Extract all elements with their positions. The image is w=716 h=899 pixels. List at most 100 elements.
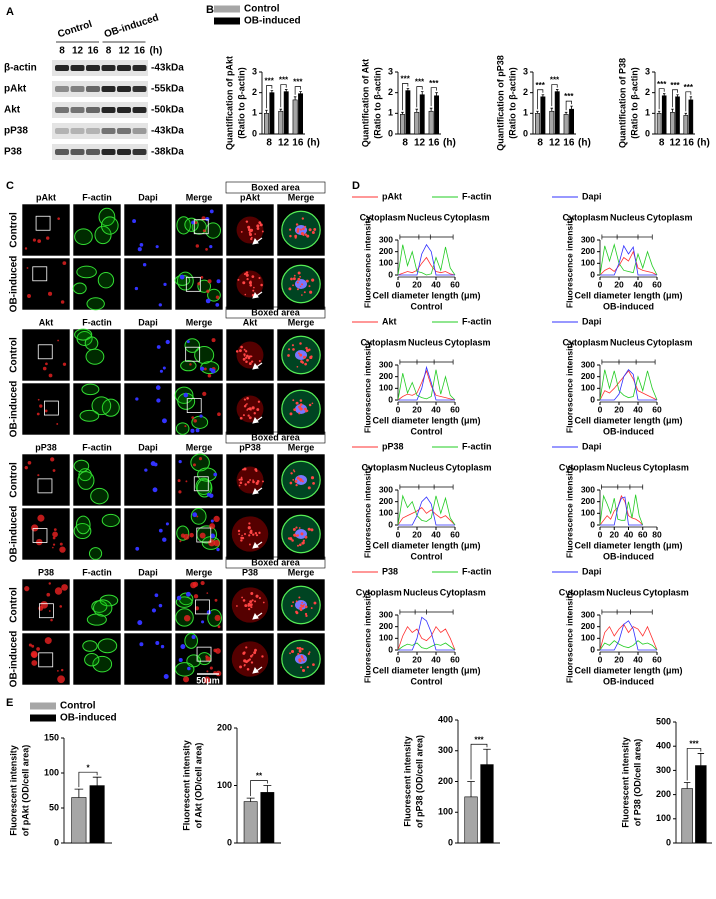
micrograph: [72, 382, 122, 436]
nucleus-stain: [201, 620, 205, 624]
zoom-signal: [297, 352, 300, 355]
error-bar: [697, 753, 705, 766]
lane-unit: (h): [150, 46, 163, 57]
blot-band: [117, 107, 131, 113]
panel-label: C: [6, 180, 14, 192]
zoom-signal: [251, 653, 254, 656]
chart-subtitle: OB-induced: [603, 551, 654, 561]
blot-row-label: Akt: [4, 105, 21, 116]
legend-label: Control: [244, 4, 280, 15]
zoom-box: [193, 476, 209, 492]
bar: [434, 95, 440, 135]
y-tick-label: 3: [645, 66, 650, 76]
zoom-signal: [298, 646, 302, 651]
protein-signal: [31, 651, 38, 659]
y-axis-label: Fluorescence intensity: [564, 466, 574, 558]
legend-label: F-actin: [462, 191, 492, 201]
zoom-signal: [301, 601, 304, 604]
y-axis-label: Quantification of pAkt: [224, 56, 234, 150]
protein-signal: [206, 592, 209, 594]
zoom-signal: [251, 406, 255, 410]
y-tick-label: 100: [379, 633, 393, 643]
zoom-nucleus: [295, 279, 307, 289]
x-tick-label: 12: [278, 138, 290, 149]
y-tick-label: 0: [590, 644, 595, 654]
protein-signal: [57, 675, 65, 684]
y-tick-label: 300: [656, 765, 671, 775]
zoom-signal: [238, 478, 241, 481]
protein-signal: [205, 656, 211, 662]
column-header: P38: [242, 567, 258, 577]
nucleus-stain: [162, 366, 166, 370]
column-header: F-actin: [82, 567, 112, 577]
zoom-signal: [288, 348, 291, 351]
y-tick-label: 200: [656, 789, 671, 799]
zoom-signal: [300, 666, 303, 669]
protein-signal: [200, 275, 204, 279]
zoom-signal: [289, 481, 293, 485]
zoom-signal: [293, 470, 296, 473]
nucleus-stain: [183, 392, 189, 398]
bar: [89, 785, 105, 844]
nucleus-stain: [144, 468, 148, 472]
zoom-box: [32, 528, 48, 543]
nucleus-stain: [154, 593, 159, 598]
legend-label: F-actin: [462, 566, 492, 576]
zoom-signal: [308, 348, 311, 351]
nucleus-stain: [137, 620, 143, 626]
zoom-signal: [243, 348, 246, 351]
x-tick-label: 20: [412, 654, 422, 664]
x-axis-label: Cell diameter length (μm): [574, 540, 682, 550]
protein-signal: [184, 425, 187, 428]
zoom-signal: [235, 350, 239, 353]
y-tick-label: 400: [438, 714, 453, 724]
y-tick-label: 2: [523, 87, 528, 97]
zoom-signal: [298, 527, 301, 529]
nucleus-stain: [213, 472, 218, 477]
x-tick-label: 0: [598, 279, 603, 289]
region-label: Cytoplasm: [563, 212, 609, 222]
region-label: Cytoplasm: [361, 462, 407, 472]
x-axis-unit: (h): [443, 138, 456, 149]
protein-signal: [177, 479, 181, 483]
column-header: Dapi: [138, 192, 158, 202]
boxed-header-frame: [225, 556, 326, 569]
boxed-header-frame: [225, 431, 326, 444]
zoom-signal: [248, 608, 251, 611]
legend-label: Dapi: [582, 316, 602, 326]
protein-signal: [207, 279, 212, 284]
zoom-signal: [295, 483, 298, 487]
zoom-signal: [255, 469, 258, 472]
x-tick-label: 0: [396, 404, 401, 414]
y-axis-label: of P38 (OD/cell area): [632, 739, 642, 827]
nucleus-stain: [199, 366, 205, 371]
region-label: Cytoplasm: [563, 337, 609, 347]
x-tick-label: 8: [402, 138, 408, 149]
actin-cell: [97, 272, 115, 289]
actin-cell: [190, 453, 210, 472]
x-tick-label: 8: [266, 138, 272, 149]
zoom-signal: [254, 600, 257, 603]
protein-signal: [48, 373, 53, 378]
significance-bracket: [565, 100, 572, 111]
zoom-signal: [256, 224, 260, 228]
zoom-signal: [242, 599, 246, 602]
row-label: Control: [9, 462, 20, 498]
y-tick-label: 0: [388, 269, 393, 279]
protein-signal: [36, 647, 40, 651]
zoom-signal: [308, 651, 311, 654]
zoom-signal: [289, 652, 291, 655]
y-tick-label: 0: [252, 128, 257, 138]
y-axis-label: Quantification of P38: [617, 58, 627, 148]
nucleus-stain: [205, 298, 211, 304]
zoom-signal: [241, 534, 243, 537]
zoom-signal: [261, 480, 264, 483]
profile-line: [600, 620, 657, 651]
y-tick-label: 0: [54, 837, 59, 847]
protein-signal: [59, 542, 63, 546]
blot-band: [117, 128, 131, 134]
error-bar: [570, 105, 573, 110]
y-tick-label: 300: [379, 609, 393, 619]
actin-cell: [191, 415, 209, 429]
zoom-signal: [292, 284, 295, 287]
